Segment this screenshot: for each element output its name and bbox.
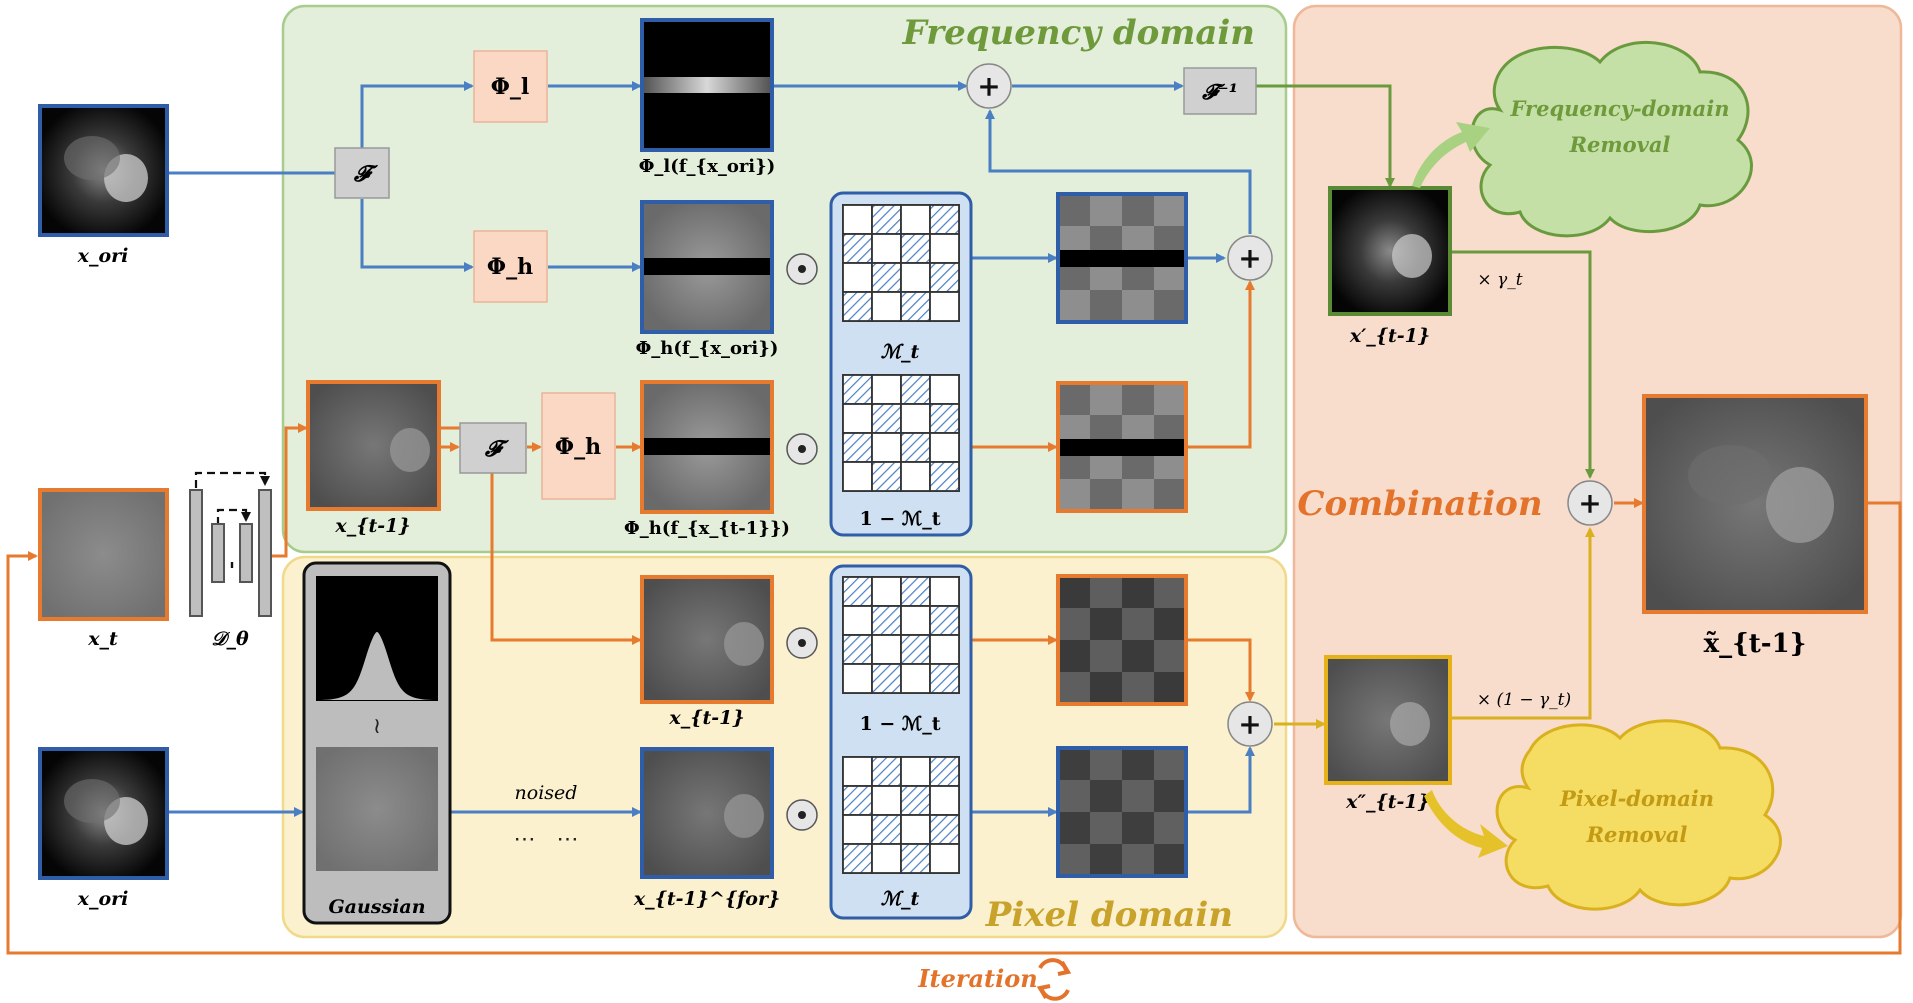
- mask-m-t-bottom: [842, 756, 960, 874]
- fourier-transform-box-2: 𝓕: [459, 422, 527, 474]
- plus-node-2: +: [1238, 242, 1261, 275]
- pixel-domain-panel: [281, 555, 1288, 939]
- label-phi-h-f-tm1: Φ_h(f_{x_{t-1}}): [624, 518, 790, 539]
- phi-l-box: Φ_l: [473, 50, 548, 123]
- skip-connection-inner: [216, 508, 251, 525]
- arrow-fourier-to-phih: [360, 199, 474, 272]
- plus-node-4: +: [1578, 487, 1601, 520]
- phi-h-box-1: Φ_h: [473, 230, 548, 303]
- arrow-plus2-to-plus1: [985, 109, 1252, 234]
- spectrum-phi-h-tm1: [640, 380, 774, 514]
- arrow-invfourier-to-xprime: [1256, 84, 1395, 188]
- svg-text:Φ_h: Φ_h: [555, 434, 601, 460]
- x-tilde-output-image: [1642, 394, 1868, 614]
- denoiser-network: [189, 489, 272, 617]
- mask-one-minus-m-t-bottom: [842, 576, 960, 694]
- x-ori-image-bottom: [38, 747, 169, 880]
- phi-h-box-2: Φ_h: [541, 392, 616, 500]
- label-tilde: ≀: [373, 714, 381, 739]
- hadamard-operators: [786, 253, 818, 831]
- label-x-for: x_{t-1}^{for}: [633, 888, 780, 910]
- pixel-removal-cloud: [1495, 719, 1782, 911]
- label-phi-h-f: Φ_h(f_{x_ori}): [636, 338, 779, 359]
- label-noised: noised: [515, 782, 578, 804]
- svg-text:Φ_l: Φ_l: [491, 74, 530, 100]
- plus-node-1: +: [977, 70, 1000, 103]
- x-tm1-image-pixel: [640, 575, 774, 704]
- label-gamma: × γ_t: [1477, 270, 1522, 290]
- output-checker-freq-tm1: [1056, 381, 1188, 513]
- spectrum-phi-l: [640, 18, 774, 152]
- frequency-removal-line1: Frequency-domain: [1509, 96, 1729, 121]
- mask-one-minus-m-t-top: [842, 374, 960, 492]
- label-m-t-2: ℳ_t: [881, 888, 920, 910]
- iteration-cycle-icon: [1036, 958, 1072, 1001]
- x-dprime-image: [1324, 655, 1452, 785]
- skip-connection-outer: [194, 471, 270, 488]
- x-prime-image: [1328, 186, 1452, 316]
- label-iteration: Iteration: [917, 964, 1037, 993]
- x-ori-image-top: [38, 104, 169, 237]
- pixel-domain-title: Pixel domain: [985, 895, 1233, 935]
- output-checker-pixel-tm1: [1056, 574, 1188, 706]
- arrow-out4-to-plus3: [1184, 746, 1255, 814]
- label-x-tilde: x̃_{t-1}: [1704, 629, 1807, 659]
- pixel-removal-line1: Pixel-domain: [1559, 786, 1714, 811]
- x-t-image: [38, 488, 169, 621]
- frequency-removal-arrow: [1412, 122, 1490, 188]
- label-one-minus-gamma: × (1 − γ_t): [1477, 690, 1571, 710]
- x-tm1-image-freq: [306, 380, 441, 511]
- label-x-tm1-pixel: x_{t-1}: [668, 707, 744, 729]
- spectrum-phi-h-ori: [640, 200, 774, 334]
- label-d-theta: 𝒟_θ: [211, 628, 249, 650]
- fourier-transform-box-1: 𝓕: [334, 147, 390, 199]
- x-for-image: [640, 747, 774, 879]
- mask-m-t-top: [842, 204, 960, 322]
- arrow-out2-to-plus2: [1184, 280, 1255, 449]
- label-gaussian: Gaussian: [328, 896, 425, 918]
- frequency-domain-panel: [281, 4, 1288, 554]
- pixel-removal-arrow: [1424, 790, 1508, 858]
- arrow-out3-to-plus3: [1184, 638, 1255, 702]
- combination-title: Combination: [1297, 484, 1542, 524]
- svg-text:Φ_h: Φ_h: [487, 254, 533, 280]
- gaussian-block: [302, 561, 452, 925]
- frequency-domain-title: Frequency domain: [902, 13, 1255, 53]
- frequency-removal-cloud: [1470, 40, 1753, 238]
- arrow-fourier-to-phil: [360, 81, 474, 148]
- pixel-removal-line2: Removal: [1586, 822, 1688, 847]
- plus-nodes: [966, 63, 1613, 747]
- label-x-ori-bottom: x_ori: [77, 888, 129, 910]
- label-one-minus-m-t-2: 1 − ℳ_t: [860, 713, 941, 735]
- output-checker-freq-ori: [1056, 192, 1188, 324]
- label-x-dprime: x″_{t-1}: [1345, 791, 1430, 813]
- label-x-tm1-freq: x_{t-1}: [334, 515, 410, 537]
- label-x-t: x_t: [87, 628, 118, 650]
- label-x-ori-top: x_ori: [77, 245, 129, 267]
- arrow-dtheta-to-xtm1: [265, 423, 308, 558]
- frequency-removal-line2: Removal: [1569, 132, 1671, 157]
- arrow-xprime-to-plus4: [1450, 250, 1595, 479]
- label-dots: ⋯ ⋯: [514, 827, 579, 852]
- label-m-t-1: ℳ_t: [881, 341, 920, 363]
- plus-node-3: +: [1238, 708, 1261, 741]
- arrow-iteration-loop: [6, 501, 1902, 955]
- output-checker-pixel-for: [1056, 746, 1188, 878]
- label-one-minus-m-t-1: 1 − ℳ_t: [860, 508, 941, 530]
- inverse-fourier-box: 𝓕⁻¹: [1183, 67, 1257, 115]
- label-phi-l-f: Φ_l(f_{x_ori}): [639, 156, 776, 177]
- label-x-prime: x′_{t-1}: [1349, 325, 1430, 347]
- svg-text:𝓕⁻¹: 𝓕⁻¹: [1201, 79, 1238, 104]
- arrow-xdprime-to-plus4: [1450, 527, 1595, 720]
